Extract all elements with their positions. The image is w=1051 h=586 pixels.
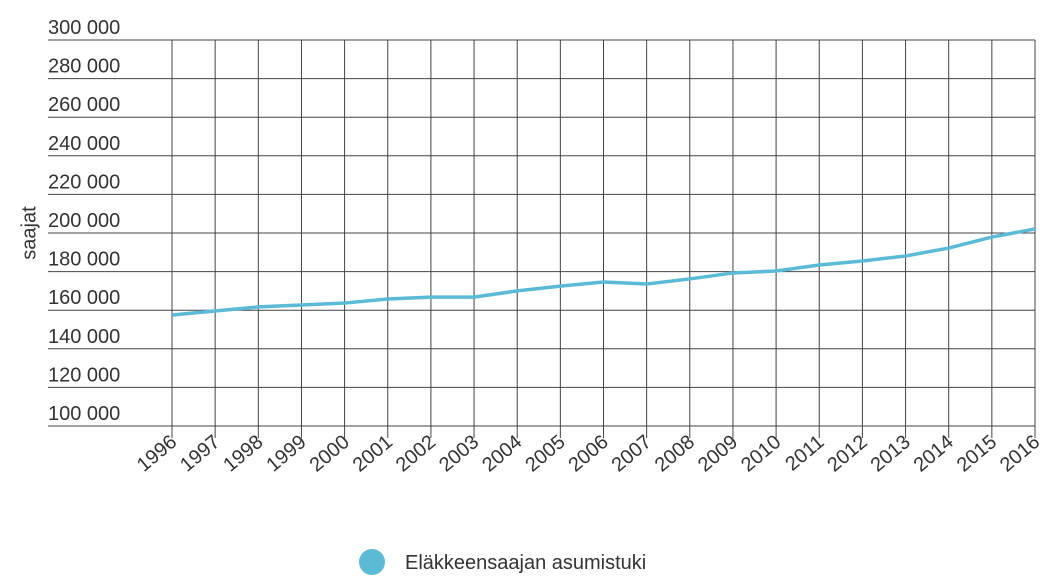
x-tick-label: 2001 <box>349 431 397 476</box>
y-tick-label: 300 000 <box>48 17 120 39</box>
y-tick-label: 240 000 <box>48 133 120 155</box>
x-tick-label: 1999 <box>262 431 310 476</box>
y-tick-label: 260 000 <box>48 94 120 116</box>
y-tick-label: 120 000 <box>48 364 120 386</box>
legend-swatch <box>359 549 385 575</box>
y-tick-label: 100 000 <box>48 403 120 425</box>
x-tick-label: 2005 <box>521 431 569 476</box>
y-tick-label: 280 000 <box>48 56 120 78</box>
x-tick-label: 2006 <box>564 431 612 476</box>
y-tick-label: 220 000 <box>48 171 120 193</box>
x-tick-label: 2014 <box>910 431 958 476</box>
x-tick-label: 2003 <box>435 431 483 476</box>
y-tick-label: 200 000 <box>48 210 120 232</box>
x-tick-label: 2015 <box>953 431 1001 476</box>
x-tick-label: 2016 <box>996 431 1044 476</box>
x-tick-label: 2009 <box>694 431 742 476</box>
x-tick-label: 2004 <box>478 431 526 476</box>
y-tick-label: 160 000 <box>48 287 120 309</box>
legend-label: Eläkkeensaajan asumistuki <box>405 552 646 574</box>
x-tick-label: 2010 <box>737 431 785 476</box>
x-tick-label: 2013 <box>867 431 915 476</box>
x-tick-label: 2011 <box>781 431 828 476</box>
x-tick-label: 2002 <box>392 431 440 476</box>
x-tick-label: 2008 <box>651 431 699 476</box>
x-tick-label: 2012 <box>823 431 871 476</box>
x-tick-label: 2000 <box>306 431 354 476</box>
x-tick-label: 1997 <box>176 431 224 476</box>
y-axis-label: saajat <box>18 206 40 260</box>
data-line <box>171 227 1036 317</box>
x-tick-label: 1996 <box>133 431 181 476</box>
x-tick-label: 1998 <box>219 431 267 476</box>
y-tick-label: 180 000 <box>48 249 120 271</box>
y-tick-label: 140 000 <box>48 326 120 348</box>
x-tick-label: 2007 <box>608 431 656 476</box>
